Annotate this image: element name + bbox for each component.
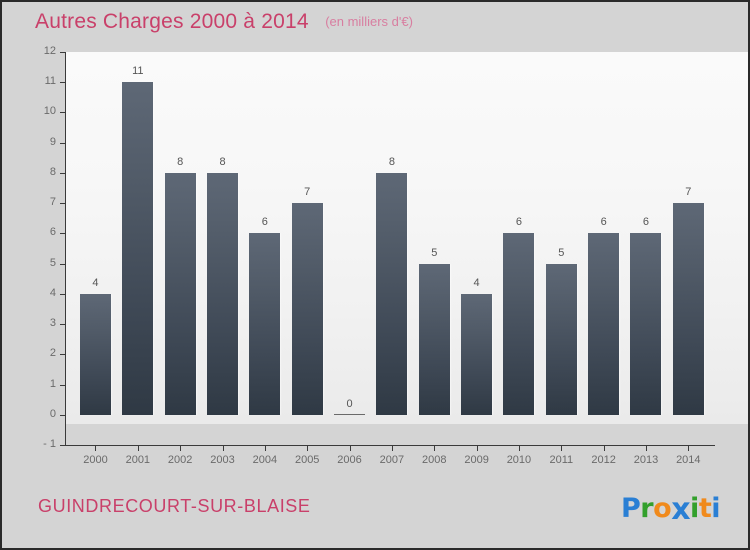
bar-2013[interactable] [630, 233, 662, 415]
logo-letter: o [653, 493, 672, 524]
y-axis-tick [60, 82, 66, 84]
bar-2012[interactable] [588, 233, 620, 415]
x-axis-tick-label: 2011 [549, 454, 574, 466]
logo-letter: i [711, 493, 720, 524]
x-axis-tick [603, 445, 605, 451]
x-axis-tick [645, 445, 647, 451]
chart-header: Autres Charges 2000 à 2014 (en milliers … [35, 10, 413, 34]
bar-value-label: 6 [600, 216, 607, 229]
x-axis-tick-label: 2010 [506, 454, 532, 466]
page-title: Autres Charges 2000 à 2014 [35, 10, 309, 33]
x-axis-tick-label: 2001 [125, 454, 151, 466]
x-axis-tick [434, 445, 436, 451]
bar-2006[interactable] [334, 413, 366, 415]
chart-units-label: (en milliers d'€) [325, 14, 413, 29]
x-axis-tick-label: 2003 [210, 454, 235, 466]
bar-2000[interactable] [79, 293, 111, 415]
bar-value-label: 6 [642, 216, 650, 229]
proxiti-logo[interactable]: Proxiti [621, 490, 720, 527]
x-axis-tick-label: 2013 [633, 454, 659, 466]
x-axis-tick-label: 2007 [379, 454, 405, 466]
x-axis-tick [688, 445, 690, 451]
bar-2009[interactable] [461, 293, 493, 415]
bar-2004[interactable] [249, 233, 281, 415]
bar-2010[interactable] [503, 233, 535, 415]
bar-2014[interactable] [672, 203, 704, 415]
logo-letter: t [698, 493, 712, 524]
x-axis-tick [476, 445, 478, 451]
x-axis-line [65, 445, 715, 446]
bar-value-label: 7 [685, 186, 692, 199]
x-axis-tick-label: 2009 [464, 454, 489, 466]
city-name-label: GUINDRECOURT-SUR-BLAISE [38, 496, 311, 516]
x-axis-tick [222, 445, 224, 451]
bar-value-label: 5 [431, 246, 438, 259]
bar-2005[interactable] [291, 203, 323, 415]
y-axis-tick [60, 324, 66, 326]
x-axis-tick [561, 445, 563, 451]
bar-value-label: 6 [515, 216, 522, 229]
x-axis-tick [349, 445, 351, 451]
y-axis-tick [60, 263, 66, 265]
x-axis-tick-label: 2004 [252, 454, 278, 466]
y-axis-tick [60, 293, 66, 295]
x-axis-tick-label: 2014 [676, 454, 701, 466]
bar-value-label: 4 [473, 276, 480, 289]
bar-value-label: 8 [219, 155, 226, 168]
y-axis-tick [60, 203, 66, 205]
y-axis-tick [60, 112, 66, 114]
x-axis-tick-label: 2005 [294, 454, 320, 466]
bar-2003[interactable] [207, 172, 239, 415]
x-axis-tick [137, 445, 139, 451]
x-axis-tick-label: 2012 [591, 454, 616, 466]
logo-letter: x [671, 492, 691, 527]
y-axis-tick [60, 414, 66, 416]
x-axis-tick-label: 2002 [167, 454, 193, 466]
bar-value-label: 0 [346, 397, 353, 410]
bar-value-label: 8 [177, 155, 184, 168]
bar-2007[interactable] [376, 172, 408, 415]
x-axis-tick [180, 445, 182, 451]
y-axis-tick [60, 354, 66, 356]
bar-value-label: 11 [132, 65, 144, 78]
y-axis-line [65, 52, 66, 446]
x-axis-tick [391, 445, 393, 451]
x-axis-tick-label: 2008 [422, 454, 447, 466]
x-axis-tick [264, 445, 266, 451]
bar-value-label: 5 [558, 246, 565, 259]
x-axis-tick [307, 445, 309, 451]
x-axis-tick-label: 2000 [83, 454, 108, 466]
bar-2001[interactable] [122, 82, 154, 415]
y-axis-tick [60, 445, 66, 446]
y-axis-tick [60, 172, 66, 174]
bar-value-label: 4 [92, 276, 99, 289]
bar-value-label: 8 [388, 155, 395, 168]
x-axis-tick-label: 2006 [337, 454, 362, 466]
y-axis-tick [60, 233, 66, 235]
logo-letter: i [690, 493, 699, 524]
logo-letter: r [640, 493, 654, 524]
bar-value-label: 7 [304, 186, 311, 199]
y-axis-tick [60, 142, 66, 144]
bar-2011[interactable] [545, 263, 577, 415]
bar-2002[interactable] [164, 172, 196, 415]
x-axis-tick [518, 445, 520, 451]
bar-2008[interactable] [418, 263, 450, 415]
x-axis-tick [95, 445, 97, 451]
y-axis-tick [60, 52, 66, 53]
logo-letter: P [621, 493, 641, 524]
bar-value-label: 6 [261, 216, 268, 229]
y-axis-tick [60, 384, 66, 386]
